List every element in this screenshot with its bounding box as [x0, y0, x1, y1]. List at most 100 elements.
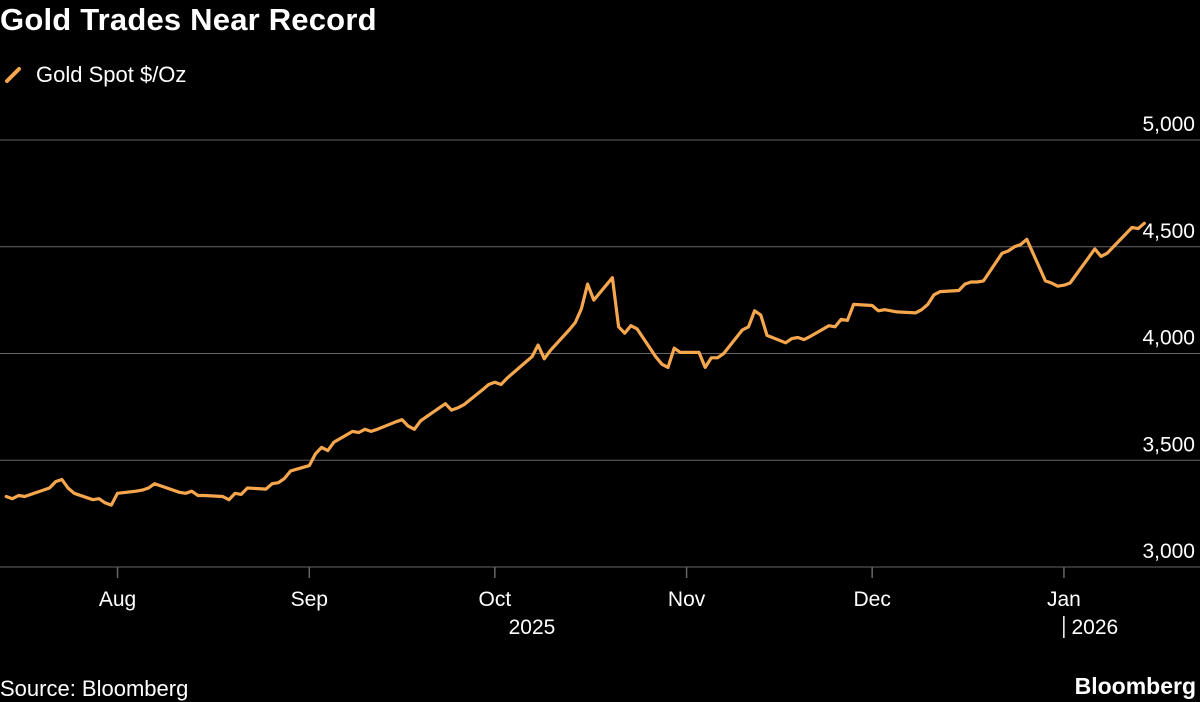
- y-axis: 3,000 3,500 4,000 4,500 5,000: [1142, 113, 1195, 563]
- data-point: [5, 495, 8, 498]
- data-point: [840, 318, 843, 321]
- data-point: [765, 334, 769, 337]
- data-point: [629, 324, 633, 327]
- data-point: [1130, 226, 1134, 229]
- data-point: [73, 492, 76, 495]
- legend: Gold Spot $/Oz: [4, 62, 186, 88]
- data-point: [796, 336, 800, 339]
- data-point: [11, 497, 14, 500]
- data-point: [314, 452, 317, 455]
- data-point: [369, 430, 373, 433]
- data-point: [1136, 227, 1140, 230]
- data-point: [400, 418, 404, 421]
- data-point: [1025, 238, 1029, 241]
- data-point: [196, 494, 200, 497]
- data-point: [184, 492, 187, 495]
- data-point: [635, 327, 639, 331]
- data-point: [178, 491, 181, 494]
- data-point: [147, 486, 150, 490]
- data-point: [530, 355, 534, 358]
- data-point: [895, 310, 899, 314]
- data-point: [351, 430, 354, 433]
- data-point: [939, 290, 942, 293]
- data-point: [673, 347, 676, 350]
- data-point: [846, 319, 849, 322]
- data-point: [23, 495, 26, 498]
- data-point: [264, 487, 268, 491]
- data-point: [1007, 249, 1010, 253]
- data-point: [1087, 256, 1090, 259]
- data-point: [969, 280, 973, 284]
- data-point: [91, 498, 95, 501]
- legend-swatch-icon: [5, 67, 21, 83]
- data-point: [363, 428, 367, 431]
- data-point: [419, 419, 422, 422]
- data-point: [536, 343, 540, 347]
- data-point: [741, 328, 744, 332]
- y-tick-label: 4,000: [1142, 327, 1195, 350]
- data-point: [308, 464, 311, 467]
- data-point: [1099, 255, 1103, 258]
- data-point: [283, 477, 286, 480]
- data-point: [394, 420, 398, 423]
- data-point: [66, 486, 70, 490]
- data-point: [592, 298, 595, 302]
- data-point: [580, 307, 583, 310]
- data-point: [710, 356, 713, 359]
- data-point: [462, 403, 466, 406]
- x-axis: Aug Sep Oct Nov Dec Jan 2025 2026: [99, 567, 1118, 639]
- x-tick-label: Sep: [291, 588, 328, 611]
- data-point: [982, 279, 985, 283]
- data-point: [679, 351, 682, 354]
- data-point: [914, 311, 917, 315]
- data-point: [332, 440, 336, 444]
- data-point: [116, 492, 119, 495]
- data-point: [976, 280, 979, 284]
- data-point: [438, 406, 441, 410]
- x-year-label: 2025: [509, 616, 556, 639]
- data-point: [1013, 245, 1016, 248]
- data-point: [889, 309, 892, 312]
- data-point: [104, 501, 107, 505]
- data-point: [493, 381, 496, 384]
- data-point: [134, 490, 138, 493]
- data-point: [1112, 245, 1115, 248]
- data-point: [809, 335, 812, 338]
- data-point: [450, 408, 453, 412]
- data-point: [240, 493, 243, 496]
- data-point: [60, 478, 64, 481]
- brand-logo: Bloomberg: [1074, 673, 1196, 699]
- data-point: [759, 313, 762, 317]
- data-point: [666, 366, 670, 369]
- grid-lines: [0, 139, 1200, 568]
- data-point: [202, 494, 206, 497]
- y-tick-label: 5,000: [1142, 113, 1195, 136]
- data-point: [790, 337, 793, 340]
- data-point: [357, 431, 360, 434]
- data-point: [246, 486, 249, 490]
- y-tick-label: 3,000: [1142, 540, 1195, 563]
- data-point: [233, 492, 237, 495]
- data-point: [413, 428, 416, 431]
- data-point: [877, 309, 880, 312]
- data-point: [1050, 281, 1053, 285]
- data-point: [1000, 252, 1004, 255]
- series-line-gold-spot: [4, 221, 1146, 507]
- data-point: [1068, 281, 1072, 285]
- data-point: [97, 497, 101, 500]
- data-point: [611, 276, 614, 279]
- data-point: [227, 498, 231, 501]
- data-point: [1019, 243, 1022, 246]
- data-point: [153, 482, 156, 485]
- data-point: [704, 366, 707, 369]
- data-point: [1093, 247, 1097, 251]
- data-point: [543, 357, 546, 360]
- data-point: [574, 321, 577, 324]
- data-point: [1106, 252, 1109, 255]
- data-point: [963, 282, 967, 286]
- data-point: [487, 383, 490, 386]
- data-point: [1143, 222, 1146, 225]
- data-point: [1044, 279, 1047, 283]
- y-tick-label: 3,500: [1142, 433, 1195, 456]
- data-point: [17, 494, 20, 497]
